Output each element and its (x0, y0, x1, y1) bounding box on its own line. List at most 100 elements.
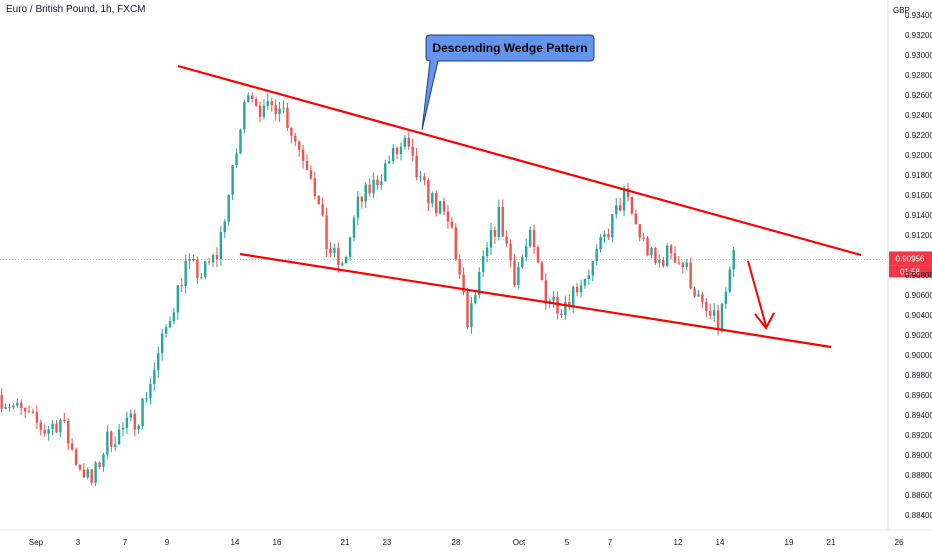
candle (121, 422, 125, 437)
candle (677, 256, 681, 265)
candle (297, 140, 301, 157)
candle (86, 467, 89, 480)
candle (59, 418, 62, 438)
candle (227, 194, 230, 226)
candle (196, 256, 199, 285)
callout-box[interactable]: Descending Wedge Pattern (421, 34, 595, 131)
x-tick-label: 7 (123, 538, 128, 547)
candle (188, 253, 191, 269)
y-tick-label: 0.91600 (905, 191, 932, 200)
candle (141, 398, 144, 429)
candle (407, 131, 410, 150)
symbol-title[interactable]: Euro / British Pound, 1h, FXCM (6, 4, 146, 15)
candle (368, 178, 371, 197)
y-tick-label: 0.88600 (905, 491, 932, 500)
candle (200, 272, 203, 280)
x-tick-label: Sep (29, 538, 44, 547)
candle (689, 257, 692, 290)
candle (372, 172, 375, 199)
candle (305, 154, 309, 171)
y-tick-label: 0.90800 (905, 271, 932, 280)
candle (82, 462, 86, 479)
candle (20, 399, 23, 416)
candle (290, 127, 293, 144)
candle (462, 267, 465, 296)
candle (251, 91, 254, 103)
candle (470, 296, 473, 334)
candle (395, 146, 399, 159)
x-tick-label: 28 (452, 538, 461, 547)
candle (55, 420, 58, 434)
candle (27, 405, 31, 413)
candle (247, 92, 250, 103)
candle (262, 99, 266, 120)
candle (35, 405, 39, 429)
candle (489, 222, 493, 255)
candle (525, 238, 528, 262)
x-tick-label: Oct (513, 538, 526, 547)
candle (286, 102, 289, 131)
candle (712, 302, 716, 323)
y-tick-label: 0.93200 (905, 31, 932, 40)
candle (493, 226, 497, 244)
candle (391, 144, 395, 165)
candle (709, 303, 712, 320)
candle (466, 287, 469, 330)
y-tick-label: 0.91400 (905, 211, 932, 220)
candle (505, 230, 508, 247)
candle (47, 425, 50, 441)
candle (642, 233, 645, 242)
candle (31, 408, 35, 415)
candle (16, 398, 19, 408)
candle (701, 291, 704, 308)
candle (74, 447, 78, 466)
candle (12, 402, 15, 410)
candle (481, 250, 485, 277)
candle (70, 438, 74, 452)
y-tick-label: 0.89400 (905, 411, 932, 420)
x-tick-label: 5 (565, 538, 570, 547)
candle (168, 316, 172, 329)
candle (583, 278, 587, 289)
candle (638, 224, 641, 242)
candle (23, 407, 27, 419)
candle (78, 464, 82, 472)
lower-trendline[interactable] (239, 252, 832, 349)
down-arrow-shaft[interactable] (747, 260, 767, 327)
candle (192, 254, 195, 262)
candle (348, 236, 352, 261)
candle (301, 144, 305, 169)
y-tick-label: 0.91800 (905, 171, 932, 180)
y-tick-label: 0.88400 (905, 511, 932, 520)
y-tick-label: 0.90600 (905, 291, 932, 300)
candle (446, 205, 450, 229)
candle (521, 254, 524, 269)
candle (685, 258, 688, 271)
candle (415, 148, 418, 181)
candle (540, 260, 544, 281)
candle (509, 239, 512, 268)
candle (450, 217, 454, 229)
y-tick-label: 0.92600 (905, 91, 932, 100)
candle (180, 278, 183, 292)
candle (39, 419, 43, 436)
candle (579, 279, 583, 298)
candle (63, 412, 66, 424)
candle (356, 191, 360, 226)
currency-label: GBP (893, 6, 910, 15)
candle (575, 282, 579, 297)
candle (243, 99, 246, 134)
candle (133, 409, 136, 437)
y-tick-label: 0.92000 (905, 151, 932, 160)
candle (654, 246, 657, 265)
candle (438, 200, 442, 215)
candle (673, 246, 677, 263)
down-arrow-head[interactable] (754, 312, 775, 330)
x-tick-label: 19 (785, 538, 794, 547)
candle (458, 254, 461, 279)
candle (595, 244, 598, 266)
last-price-text: 0.90956 (896, 254, 925, 263)
upper-trendline[interactable] (177, 64, 862, 257)
